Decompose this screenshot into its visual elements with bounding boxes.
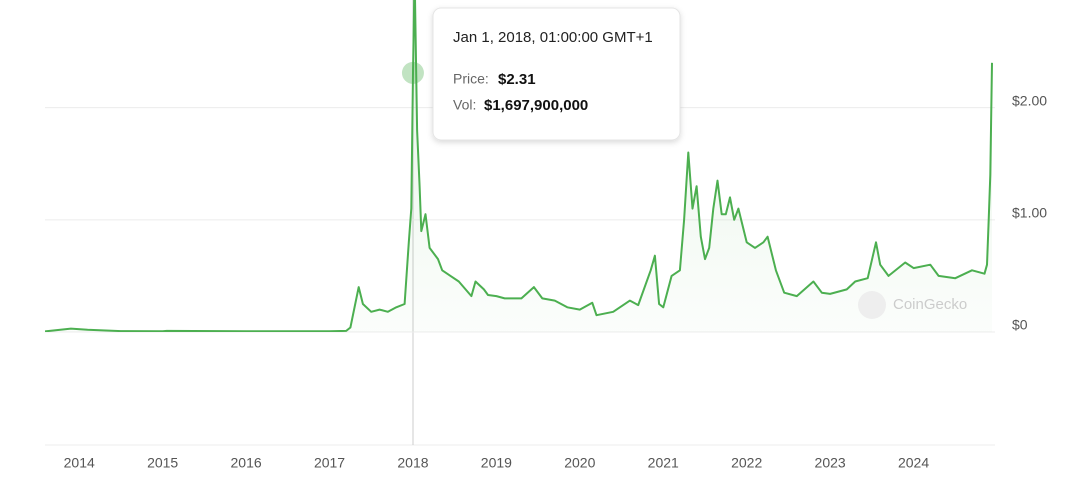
- tooltip-price: $2.31: [498, 71, 536, 88]
- y-tick-label: $1.00: [1012, 205, 1047, 221]
- tooltip-price-label: Price:: [453, 71, 489, 87]
- x-tick-label: 2021: [648, 455, 679, 471]
- x-tick-label: 2015: [147, 455, 178, 471]
- x-tick-label: 2024: [898, 455, 929, 471]
- tooltip-box: [432, 7, 681, 141]
- tooltip-vol: $1,697,900,000: [484, 97, 588, 114]
- x-tick-label: 2022: [731, 455, 762, 471]
- watermark: CoinGecko: [893, 296, 967, 313]
- tooltip-vol-label: Vol:: [453, 97, 476, 113]
- area-fill: [45, 0, 992, 332]
- watermark-logo: [858, 291, 886, 319]
- y-tick-label: $2.00: [1012, 92, 1047, 108]
- tooltip: Jan 1, 2018, 01:00:00 GMT+1 Price: $2.31…: [432, 7, 681, 141]
- price-line: [45, 0, 993, 332]
- tooltip-date: Jan 1, 2018, 01:00:00 GMT+1: [453, 29, 653, 46]
- x-tick-label: 2018: [397, 455, 428, 471]
- x-tick-label: 2023: [815, 455, 846, 471]
- x-tick-label: 2017: [314, 455, 345, 471]
- x-tick-label: 2014: [64, 455, 95, 471]
- x-tick-label: 2020: [564, 455, 595, 471]
- hover-marker: [401, 61, 424, 84]
- x-tick-label: 2019: [481, 455, 512, 471]
- x-tick-label: 2016: [231, 455, 262, 471]
- y-tick-label: $0: [1012, 317, 1028, 333]
